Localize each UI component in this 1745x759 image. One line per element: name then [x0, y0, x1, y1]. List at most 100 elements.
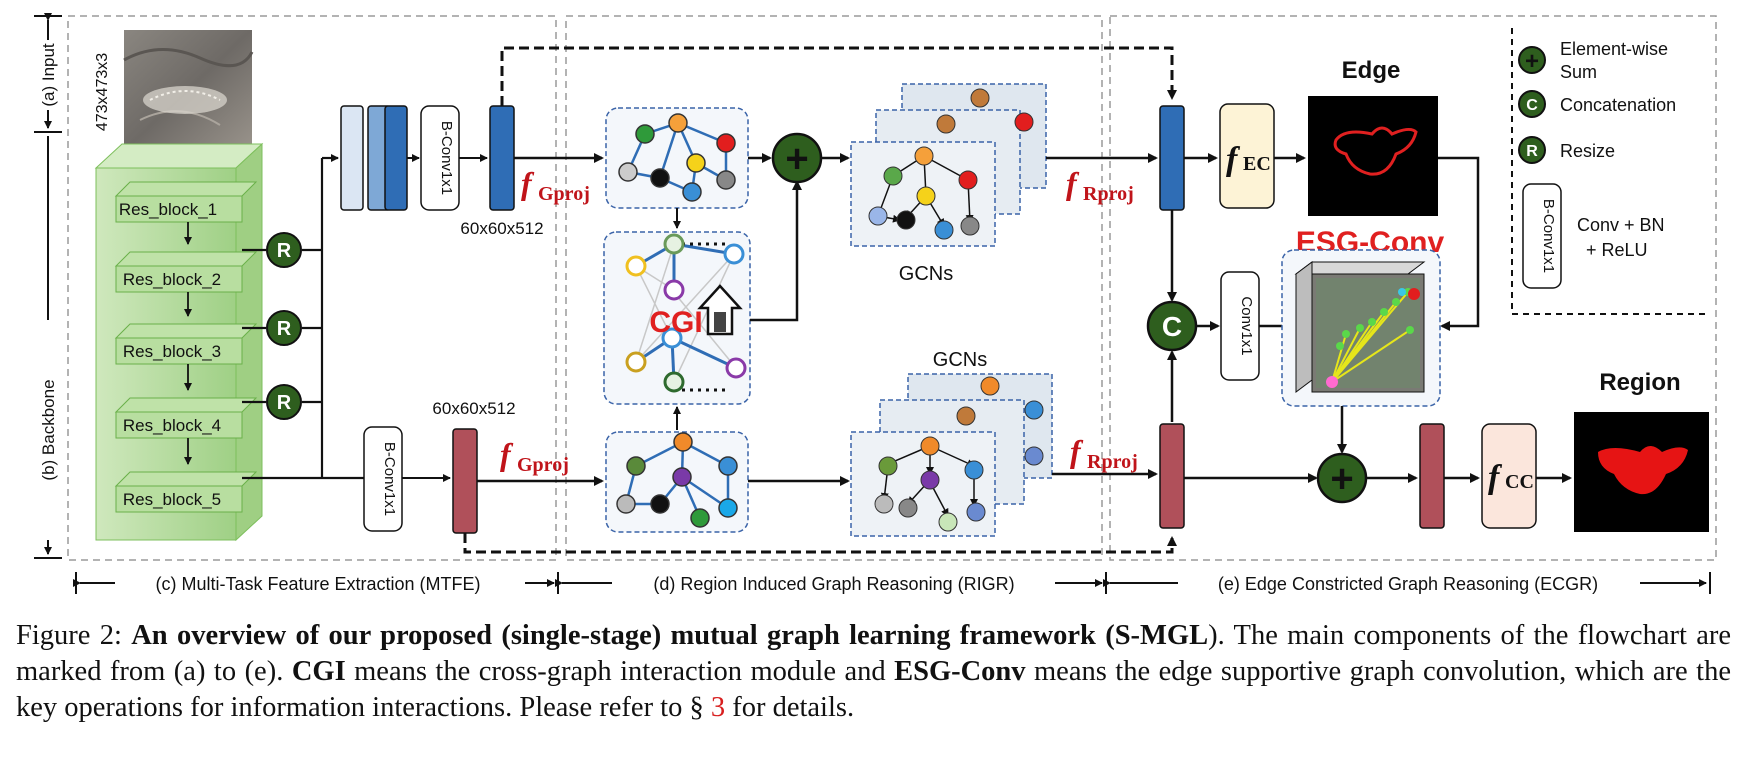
figure-caption: Figure 2: An overview of our proposed (s…	[16, 618, 1731, 726]
mtfe-region-label: (c) Multi-Task Feature Extraction (MTFE)	[155, 574, 480, 594]
svg-text:CC: CC	[1505, 471, 1534, 493]
svg-text:EC: EC	[1243, 153, 1271, 175]
res-block-4: Res_block_4	[114, 397, 258, 439]
resize-node-1: R	[266, 232, 302, 268]
edge-skip-dashed	[500, 46, 1177, 106]
region-output-title: Region	[1599, 369, 1680, 396]
legend-resize-icon: R	[1518, 136, 1546, 164]
caption-cgi-def: means the cross-graph interaction module…	[345, 656, 895, 687]
caption-esg: ESG-Conv	[894, 656, 1026, 687]
caption-close-paren: )	[1208, 620, 1218, 651]
res-block-4-label: Res_block_4	[123, 416, 221, 435]
ecgr-sum-symbol: +	[1330, 457, 1353, 501]
cgi-to-sum-line	[750, 180, 802, 322]
caption-sentence-1: . The main components of the flowchart a…	[16, 620, 1731, 687]
svg-text:Rproj: Rproj	[1083, 183, 1134, 205]
cgi-up-arrow-icon	[697, 284, 743, 336]
edge-gproj-label: f Gproj	[521, 165, 590, 205]
svg-text:+: +	[1525, 48, 1539, 75]
region-output-image	[1574, 412, 1709, 532]
rigr-sum-symbol: +	[785, 137, 808, 181]
ecgr-region-label: (e) Edge Constricted Graph Reasoning (EC…	[1218, 574, 1598, 594]
caption-label: Figure 2:	[16, 620, 132, 651]
top-gcns-label: GCNs	[899, 263, 953, 285]
edge-output-image	[1308, 96, 1438, 216]
svg-text:f: f	[521, 165, 535, 201]
svg-text:f: f	[500, 436, 514, 472]
caption-abbr: S-MGL	[1114, 620, 1209, 651]
edge-rproj-label: f Rproj	[1066, 165, 1134, 205]
legend-sum-label-2: Sum	[1560, 62, 1597, 82]
edge-bconv-block: B-Conv1x1	[420, 105, 460, 211]
cgi-label: CGI	[649, 306, 702, 339]
resize-node-3-label: R	[277, 392, 292, 414]
resize-node-1-label: R	[277, 240, 292, 262]
resize-node-2-label: R	[277, 318, 292, 340]
svg-text:R: R	[1526, 143, 1538, 160]
resize-node-2: R	[266, 310, 302, 346]
legend-box: + Element-wise Sum C Concatenation R Res…	[1511, 28, 1710, 315]
fcc-block: f CC	[1481, 423, 1537, 529]
edge-output-title: Edge	[1342, 57, 1401, 84]
concat-symbol: C	[1162, 311, 1182, 342]
res-block-5-label: Res_block_5	[123, 490, 221, 509]
region-skip-dashed	[463, 533, 1177, 554]
caption-cgi: CGI	[291, 656, 346, 687]
resize-node-3: R	[266, 384, 302, 420]
region-bconv-label: B-Conv1x1	[381, 442, 398, 516]
svg-text:Gproj: Gproj	[517, 454, 569, 476]
rigr-region-box	[565, 15, 1103, 561]
svg-text:f: f	[1226, 141, 1241, 178]
res-block-1: Res_block_1	[114, 181, 258, 223]
input-size-label: 473x473x3	[94, 53, 111, 131]
cgi-module: CGI	[603, 231, 751, 405]
bottom-gcns-stack	[850, 373, 1053, 537]
ecgr-conv-block: Conv1x1	[1220, 271, 1260, 381]
input-image	[123, 30, 254, 152]
edge-feature-size: 60x60x512	[460, 219, 543, 238]
rigr-region-label: (d) Region Induced Graph Reasoning (RIGR…	[653, 574, 1014, 594]
bottom-gcns-label: GCNs	[933, 349, 987, 371]
input-region-label: (a) Input	[39, 43, 58, 107]
framework-diagram: (a) Input (b) Backbone (c) Multi-Task Fe…	[34, 13, 1717, 594]
svg-text:Rproj: Rproj	[1087, 451, 1138, 473]
svg-text:f: f	[1488, 459, 1503, 496]
region-bconv-block: B-Conv1x1	[363, 426, 403, 532]
res-block-5: Res_block_5	[114, 471, 258, 513]
esg-conv-module	[1281, 249, 1441, 407]
edge-output-to-esg-arrow	[1438, 156, 1480, 331]
svg-text:C: C	[1526, 97, 1538, 114]
res-block-3-label: Res_block_3	[123, 342, 221, 361]
legend-concat-icon: C	[1518, 90, 1546, 118]
region-gproj-label: f Gproj	[500, 436, 569, 476]
legend-sum-icon: +	[1518, 46, 1546, 75]
rigr-sum-node: +	[771, 132, 823, 184]
svg-text:Gproj: Gproj	[538, 183, 590, 205]
res-block-2-label: Res_block_2	[123, 270, 221, 289]
legend-resize-label: Resize	[1560, 141, 1615, 161]
region-feature-size: 60x60x512	[432, 399, 515, 418]
ecgr-region-box	[1109, 15, 1717, 561]
region-graph	[605, 431, 749, 533]
ecgr-edge-feature-block	[1159, 105, 1185, 211]
svg-text:f: f	[1070, 433, 1084, 469]
legend-conv-label-1: Conv + BN	[1577, 215, 1665, 235]
top-gcns-stack	[850, 83, 1047, 247]
ecgr-sum-node: +	[1316, 452, 1368, 504]
legend-conv-icon: B-Conv1x1	[1522, 183, 1562, 289]
res-block-2: Res_block_2	[114, 251, 258, 293]
ecgr-region-feature-block	[1159, 423, 1185, 529]
ecgr-conv-label: Conv1x1	[1238, 296, 1255, 355]
legend-concat-label: Concatenation	[1560, 95, 1676, 115]
edge-branch-stack	[340, 105, 408, 211]
final-region-feature-block	[1419, 423, 1445, 529]
region-rproj-label: f Rproj	[1070, 433, 1138, 473]
res-block-1-label: Res_block_1	[119, 200, 217, 219]
caption-section-link[interactable]: 3	[710, 692, 726, 723]
backbone-region-label: (b) Backbone	[39, 379, 58, 480]
region-feature-block	[452, 428, 478, 534]
concat-node: C	[1146, 300, 1198, 352]
caption-esg-def: means the edge supportive graph convolut…	[16, 656, 1731, 723]
mtfe-region-box	[67, 15, 557, 561]
svg-text:B-Conv1x1: B-Conv1x1	[1540, 199, 1557, 273]
